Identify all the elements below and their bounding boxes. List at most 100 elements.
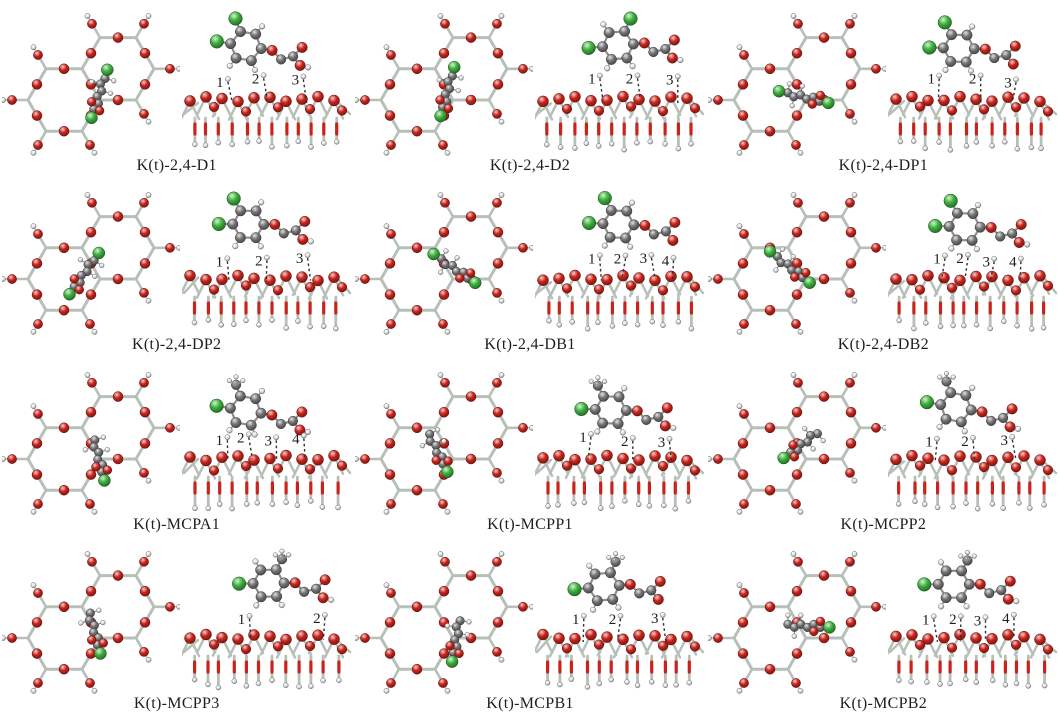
structure-panel: 1 2 3 K(t)-2,4-DP2: [0, 180, 353, 360]
hbond-contacts: 1 2 3: [215, 251, 311, 282]
adsorbed-molecule-side: [917, 549, 1020, 610]
adsorbed-molecule-side: [920, 370, 1022, 434]
panel-caption: K(t)-MCPB2: [839, 695, 928, 712]
surface-slab: [534, 90, 705, 152]
surface-slab: [181, 628, 351, 691]
contact-number: 1: [215, 433, 223, 449]
top-view-structure: [1, 12, 180, 156]
contact-number: 2: [957, 251, 965, 267]
hbond-contacts: 1 2 3: [572, 611, 667, 643]
adsorbed-molecule-side: [567, 551, 666, 613]
adsorbed-molecule-top: [419, 426, 454, 478]
adsorbed-molecule-top: [764, 245, 817, 289]
adsorbed-molecule-top: [777, 425, 827, 464]
structure-panel: 1 2 3 K(t)-2,4-D2: [353, 0, 706, 180]
top-view-structure: [1, 551, 180, 694]
siloxane-ring: [1, 371, 180, 515]
adsorbed-molecule-side: [231, 548, 334, 609]
contact-number: 2: [962, 433, 970, 449]
contact-number: 3: [1001, 432, 1009, 448]
adsorbed-molecule-side: [581, 11, 684, 71]
contact-number: 3: [983, 255, 991, 271]
surface-slab: [888, 90, 1058, 153]
structure-panel: 1 2 3 4 K(t)-MCPB2: [707, 539, 1060, 718]
panel-caption: K(t)-MCPA1: [133, 515, 221, 533]
top-view-structure: [354, 551, 533, 694]
side-view-structure: 1 2 3: [888, 14, 1058, 153]
contact-number: 4: [662, 254, 670, 270]
contact-number: 1: [588, 71, 596, 87]
adsorbed-molecule-top: [783, 612, 836, 639]
contact-number: 1: [934, 252, 942, 268]
contact-number: 1: [572, 612, 580, 628]
hbond-contacts: 1 2 3: [216, 71, 307, 103]
hbond-contacts: 1 2 3: [579, 430, 673, 460]
contact-number: 3: [291, 72, 299, 88]
hbond-contacts: 1 2 3: [588, 71, 681, 104]
adsorbed-molecule-top: [84, 63, 117, 124]
structure-panel: 1 2 3 K(t)-2,4-D1: [0, 0, 353, 180]
adsorbed-molecule-side: [574, 374, 677, 436]
side-view-structure: 1 2 3: [888, 370, 1058, 511]
panel-caption: K(t)-2,4-DP2: [131, 336, 222, 353]
adsorbed-molecule-top: [62, 246, 105, 301]
contact-number: 3: [651, 611, 659, 627]
panel-views: 1 2 3: [708, 365, 1058, 515]
adsorbed-molecule-side: [209, 10, 311, 73]
contact-number: 2: [313, 611, 321, 627]
siloxane-ring: [708, 12, 887, 156]
panel-views: 1 2 3: [708, 6, 1058, 156]
panel-caption: K(t)-2,4-D1: [136, 156, 217, 174]
contact-number: 2: [237, 430, 245, 446]
contact-number: 2: [949, 612, 957, 628]
contact-number: 1: [237, 612, 245, 628]
top-view-structure: [1, 192, 180, 335]
panel-caption: K(t)-2,4-DB2: [837, 336, 929, 353]
siloxane-ring: [708, 551, 887, 694]
contact-number: 2: [626, 71, 634, 87]
contact-number: 1: [928, 71, 936, 87]
panel-caption: K(t)-MCPB1: [486, 695, 574, 712]
side-view-structure: 1 2 3: [181, 10, 351, 150]
side-view-structure: 1 2 3: [534, 551, 705, 690]
contact-number: 3: [296, 251, 304, 267]
panel-caption: K(t)-MCPP1: [487, 515, 573, 533]
hbond-contacts: 1 2 3: [928, 71, 1020, 104]
contact-number: 2: [252, 71, 260, 87]
siloxane-ring: [708, 192, 887, 335]
contact-number: 2: [969, 71, 977, 87]
top-view-structure: [708, 12, 887, 156]
contact-number: 2: [621, 434, 629, 450]
adsorbed-molecule-top: [427, 247, 482, 290]
adsorbed-molecule-top: [773, 80, 835, 109]
top-view-structure: [708, 371, 887, 515]
hbond-contacts: 1 2 3: [926, 432, 1018, 461]
adsorbed-molecule-side: [211, 191, 314, 250]
side-view-structure: 1 2 3: [181, 191, 351, 332]
contact-number: 3: [1005, 75, 1013, 91]
panel-views: 1 2 3: [354, 544, 705, 694]
panel-caption: K(t)-MCPP3: [133, 695, 220, 712]
adsorbed-molecule-top: [77, 607, 108, 660]
contact-number: 3: [264, 433, 272, 449]
side-view-structure: 1 2 3: [534, 374, 705, 511]
contact-number: 4: [1002, 611, 1010, 627]
top-view-structure: [354, 371, 533, 515]
contact-number: 1: [579, 430, 587, 446]
contact-number: 3: [666, 72, 674, 88]
adsorbed-molecule-top: [444, 616, 472, 668]
siloxane-ring: [1, 192, 180, 335]
hbond-contacts: 1 2 3 4: [922, 611, 1018, 642]
surface-slab: [181, 269, 351, 332]
top-view-structure: [708, 192, 887, 335]
contact-number: 1: [922, 612, 930, 628]
